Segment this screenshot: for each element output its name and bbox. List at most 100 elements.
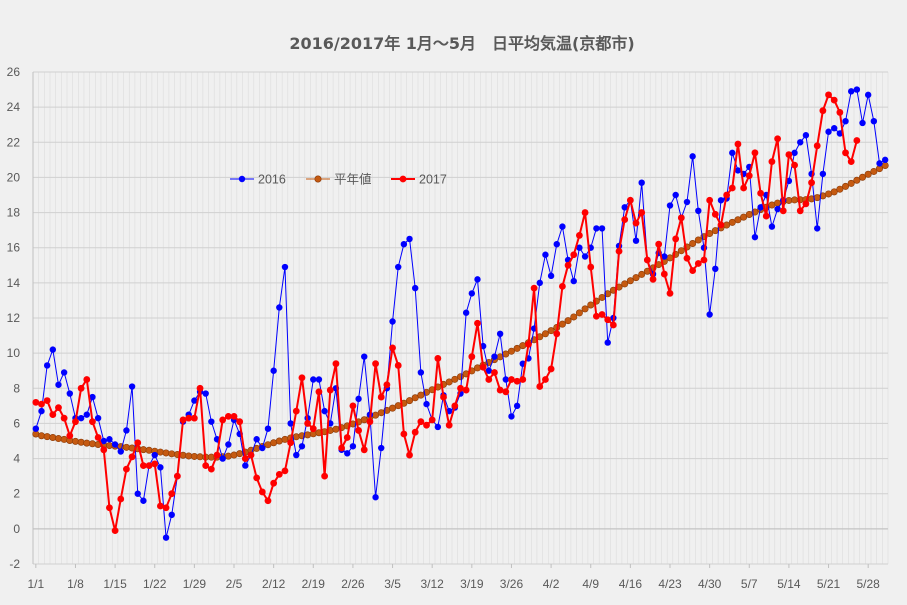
data-point xyxy=(791,149,798,157)
data-point xyxy=(740,184,748,192)
y-tick-label: 8 xyxy=(13,381,20,395)
data-point xyxy=(542,376,549,383)
data-point xyxy=(417,391,425,399)
data-point xyxy=(825,91,832,99)
data-point xyxy=(123,465,130,473)
data-point xyxy=(632,274,640,282)
data-point xyxy=(587,301,595,309)
data-point xyxy=(502,388,510,396)
data-point xyxy=(870,117,878,125)
data-point xyxy=(440,393,447,401)
data-point xyxy=(779,207,787,215)
data-point xyxy=(106,504,113,512)
data-point xyxy=(77,438,85,446)
data-point xyxy=(847,158,855,166)
data-point xyxy=(270,479,278,487)
data-point xyxy=(847,88,855,95)
data-point xyxy=(445,378,453,386)
data-point xyxy=(60,435,68,443)
x-tick-label: 1/8 xyxy=(67,577,84,591)
data-point xyxy=(128,453,136,461)
data-point xyxy=(151,451,158,459)
data-point xyxy=(190,414,198,422)
data-point xyxy=(139,446,147,454)
data-point xyxy=(173,472,181,480)
data-point xyxy=(145,462,153,469)
data-point xyxy=(315,376,323,383)
data-point xyxy=(106,436,113,443)
data-point xyxy=(462,386,470,394)
data-point xyxy=(292,433,300,441)
data-point xyxy=(802,132,810,139)
data-point xyxy=(77,384,85,392)
data-point xyxy=(689,153,696,160)
data-point xyxy=(406,451,413,459)
x-tick-label: 4/16 xyxy=(619,577,643,591)
data-point xyxy=(156,448,164,456)
data-point xyxy=(275,470,283,478)
data-point xyxy=(660,270,668,278)
data-point xyxy=(706,311,713,318)
data-point xyxy=(474,276,481,283)
data-point xyxy=(621,280,629,288)
data-point xyxy=(32,425,40,432)
data-point xyxy=(241,455,249,462)
data-point xyxy=(496,330,504,338)
data-point xyxy=(338,444,345,452)
data-point xyxy=(604,316,612,324)
data-point xyxy=(819,107,827,115)
data-point xyxy=(683,254,691,262)
data-point xyxy=(117,495,125,503)
data-point xyxy=(508,376,515,383)
x-tick-label: 1/15 xyxy=(103,577,127,591)
data-point xyxy=(491,369,498,376)
data-point xyxy=(140,462,147,469)
data-point xyxy=(49,346,57,353)
data-point xyxy=(808,179,815,187)
data-point xyxy=(655,240,663,248)
data-point xyxy=(389,344,396,352)
data-point xyxy=(491,353,498,360)
data-point xyxy=(224,452,232,460)
data-point xyxy=(468,353,476,361)
data-point xyxy=(541,330,549,338)
x-tick-label: 4/23 xyxy=(658,577,682,591)
y-tick-label: -2 xyxy=(9,557,20,571)
legend-label: 2017 xyxy=(419,173,447,187)
data-point xyxy=(570,277,577,285)
data-point xyxy=(536,383,544,390)
data-point xyxy=(700,256,708,264)
data-point xyxy=(151,460,159,468)
data-point xyxy=(836,185,844,193)
data-point xyxy=(558,320,566,328)
series-0 xyxy=(32,86,889,541)
data-point xyxy=(179,416,187,424)
data-point xyxy=(321,407,328,415)
data-point xyxy=(479,363,487,371)
data-point xyxy=(796,207,804,215)
data-point xyxy=(745,172,753,180)
data-point xyxy=(813,142,821,150)
data-point xyxy=(417,418,425,426)
x-tick-label: 5/7 xyxy=(741,577,758,591)
data-point xyxy=(797,139,804,146)
x-tick-label: 4/2 xyxy=(543,577,560,591)
data-point xyxy=(536,279,543,287)
data-point xyxy=(830,96,838,104)
data-point xyxy=(134,490,141,497)
legend-item: 平年値 xyxy=(306,172,372,187)
data-point xyxy=(768,158,776,166)
data-point xyxy=(225,441,232,448)
data-point xyxy=(344,450,351,457)
data-point xyxy=(842,117,849,125)
data-point xyxy=(876,160,883,167)
data-point xyxy=(547,365,555,373)
data-point xyxy=(751,149,759,157)
data-point xyxy=(564,261,572,269)
data-point xyxy=(774,205,781,213)
data-point xyxy=(853,176,861,184)
data-point xyxy=(689,267,697,274)
data-point xyxy=(123,427,130,434)
data-point xyxy=(825,128,832,135)
data-point xyxy=(185,414,193,422)
